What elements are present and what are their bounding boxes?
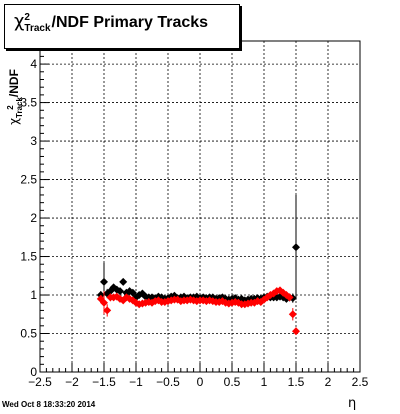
grid-lines: [40, 41, 360, 372]
x-axis-label: η: [348, 396, 357, 411]
title-box: χ 2 Track/NDF Primary Tracks: [4, 4, 240, 49]
title-subscript: Track: [24, 22, 51, 34]
y-tick-label: 3.5: [20, 96, 37, 110]
chart-title: χ 2 Track/NDF Primary Tracks: [14, 11, 208, 34]
point-red: [285, 293, 294, 302]
ylabel-text: /NDF: [7, 69, 22, 98]
y-tick-label: 2.5: [20, 173, 37, 187]
data-points: [96, 194, 300, 336]
x-tick-label: 0.5: [224, 375, 241, 389]
y-tick-label: 1: [30, 288, 37, 302]
x-tick-label: −0.5: [156, 375, 180, 389]
x-tick-label: 2: [325, 375, 332, 389]
ylabel-chi-symbol: χ: [7, 117, 22, 125]
y-tick-label: 3: [30, 134, 37, 148]
point-red: [100, 298, 108, 307]
axis-ticks: [39, 40, 361, 373]
y-tick-label: 0.5: [20, 327, 37, 341]
x-tick-label: −2: [65, 375, 79, 389]
x-tick-label: −1: [129, 375, 143, 389]
x-tick-label: 0: [197, 375, 204, 389]
y-tick-label: 1.5: [20, 250, 37, 264]
title-chi-symbol: χ: [14, 11, 25, 32]
point-black: [119, 277, 128, 286]
title-text: /NDF Primary Tracks: [51, 14, 209, 31]
y-tick-label: 0: [30, 365, 37, 379]
x-tick-label: 1.5: [288, 375, 305, 389]
x-tick-label: −2.5: [28, 375, 52, 389]
point-red: [292, 327, 300, 336]
point-black: [292, 243, 300, 252]
y-tick-label: 4: [30, 57, 37, 71]
point-red: [103, 306, 112, 315]
ylabel-subscript: Track: [15, 97, 24, 118]
y-tick-label: 2: [30, 211, 37, 225]
x-tick-label: 2.5: [352, 375, 369, 389]
x-tick-label: 1: [261, 375, 268, 389]
y-axis-label: χ 2 Track/NDF: [6, 62, 24, 132]
timestamp: Wed Oct 8 18:33:20 2014: [2, 400, 96, 409]
point-red: [288, 310, 297, 319]
title-superscript: 2: [24, 11, 30, 23]
point-black: [116, 287, 124, 296]
point-black: [100, 277, 108, 286]
ylabel-superscript: 2: [6, 105, 15, 110]
x-tick-label: −1.5: [92, 375, 116, 389]
tick-labels: −2.5 −2 −1.5 −1 −0.5 0 0.5 1 1.5 2 2.5 0 0.5 1 1.5 2 2.5…: [20, 57, 368, 389]
